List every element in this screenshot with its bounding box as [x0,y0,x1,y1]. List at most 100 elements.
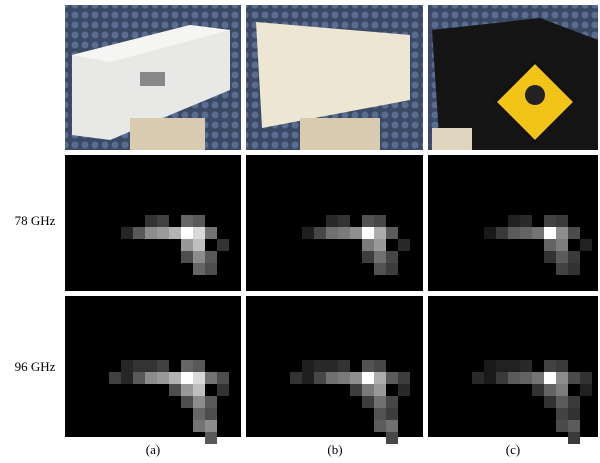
pixel [157,215,169,227]
pixel [338,215,350,227]
pixel [217,239,229,251]
pixel [205,420,217,432]
pixel [217,384,229,396]
pixel [398,384,410,396]
pixel [556,215,568,227]
pixel [362,215,374,227]
pixel [169,372,181,384]
pixel [556,396,568,408]
pixel [484,227,496,239]
caption: (a) [146,442,160,457]
pixel [205,372,217,384]
pixel [338,360,350,372]
pixel [556,239,568,251]
pixel [508,215,520,227]
pixel [532,384,544,396]
pixel [205,227,217,239]
pixel [544,239,556,251]
pixel [338,227,350,239]
pixel [290,372,302,384]
pixel [314,360,326,372]
photo-b [246,5,423,150]
pixel [362,251,374,263]
pixel [386,372,398,384]
pixel [181,372,193,384]
pixel [193,384,205,396]
pixel [326,360,338,372]
pixel [520,360,532,372]
pixel [532,372,544,384]
pixel [205,432,217,444]
pixel [568,396,580,408]
photo-a [65,5,241,150]
pixel [544,251,556,263]
caption: (b) [327,442,342,457]
pixel [386,251,398,263]
pixel [556,360,568,372]
pixel [193,396,205,408]
pixel [193,263,205,275]
pixel [386,420,398,432]
pixel [374,239,386,251]
pixel [532,227,544,239]
pixel [556,227,568,239]
pixel [374,396,386,408]
pixel [193,408,205,420]
pixel [544,384,556,396]
pixel [544,396,556,408]
pixel [484,360,496,372]
pixel [374,215,386,227]
pixel [157,360,169,372]
pixel [374,360,386,372]
pixel [580,239,592,251]
pixel [374,384,386,396]
pixel [326,215,338,227]
pixel [181,384,193,396]
pixel [181,396,193,408]
pixel [508,360,520,372]
pixel [496,227,508,239]
pixel [181,239,193,251]
pixel [362,384,374,396]
pixel [169,384,181,396]
pixel [121,372,133,384]
pixel [193,372,205,384]
figure: 78 GHz 96 GHz (a) (b) (c) [0,0,600,463]
pixel [193,227,205,239]
pixel [205,408,217,420]
pixel [193,215,205,227]
pixel [386,227,398,239]
pixel [386,408,398,420]
pixel [133,227,145,239]
pixel [326,227,338,239]
pixel [544,360,556,372]
pixel [508,372,520,384]
pixel [157,372,169,384]
pixel [350,227,362,239]
pixel [496,360,508,372]
pixel [362,396,374,408]
pixel [374,372,386,384]
pixel [568,432,580,444]
pixel [133,372,145,384]
pixel [386,432,398,444]
pixel [181,227,193,239]
pixel [205,396,217,408]
pixel [205,263,217,275]
pixel [362,360,374,372]
pixel [145,227,157,239]
pixel [217,372,229,384]
pixel [398,239,410,251]
pixel [109,372,121,384]
row-label: 96 GHz [15,359,56,374]
pixel [302,227,314,239]
pixel [484,372,496,384]
pixel [121,227,133,239]
pixel [568,420,580,432]
pixel [520,227,532,239]
pixel [314,227,326,239]
pixel [520,215,532,227]
pixel [374,408,386,420]
pixel [374,251,386,263]
pixel [121,360,133,372]
